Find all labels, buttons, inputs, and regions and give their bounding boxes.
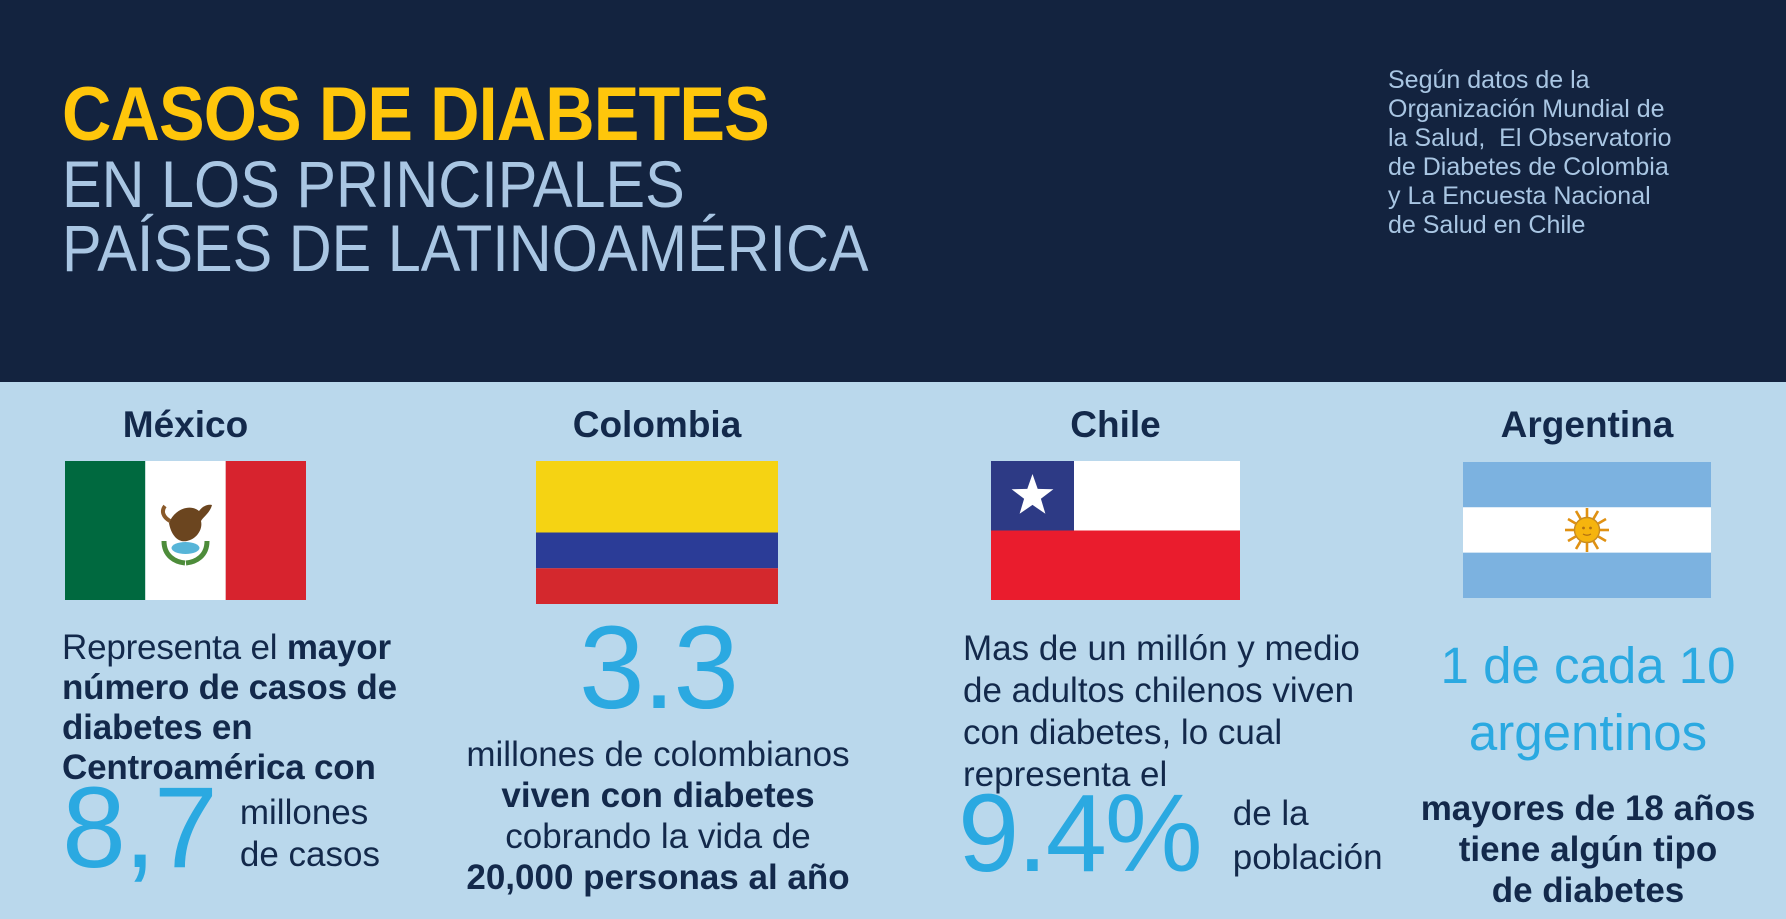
chile-stat: 9.4% de la población [958, 772, 1383, 895]
chile-text-line: representa el [963, 755, 1168, 794]
mexico-text-bold-line: número de casos de [62, 668, 397, 707]
argentina-stat-line: 1 de cada 10 [1440, 637, 1736, 694]
country-name-chile: Chile [1070, 404, 1161, 445]
argentina-text-line: mayores de 18 años [1420, 789, 1756, 828]
mexico-stat: 8,7 millones de casos [62, 764, 380, 892]
argentina-description: 1 de cada 10 argentinos mayores de 18 añ… [1420, 632, 1756, 911]
chile-stat-unit: de la población [1232, 794, 1383, 877]
source-line: la Salud, El Observatorio [1388, 124, 1672, 152]
mexico-flag [65, 461, 306, 600]
source-line: y La Encuesta Nacional [1388, 182, 1651, 210]
country-name-argentina: Argentina [1500, 404, 1674, 445]
country-name-colombia: Colombia [572, 404, 742, 445]
page-title: CASOS DE DIABETES EN LOS PRINCIPALES PAÍ… [62, 72, 958, 285]
title-line-2: EN LOS PRINCIPALES [62, 147, 685, 221]
header-band: CASOS DE DIABETES EN LOS PRINCIPALES PAÍ… [0, 0, 1786, 382]
colombia-description: 3.3 millones de colombianos viven con di… [440, 602, 876, 898]
mexico-text-bold-line: Centroamérica con [62, 748, 376, 787]
title-line-3: PAÍSES DE LATINOAMÉRICA [62, 211, 869, 285]
colombia-flag [536, 461, 778, 604]
mexico-description: Representa el mayor número de casos de d… [62, 628, 422, 788]
mexico-coat-of-arms-icon [160, 504, 212, 566]
chile-star-icon [1011, 474, 1054, 514]
sun-of-may-icon [1565, 508, 1609, 552]
mexico-text-regular: Representa el [62, 628, 287, 667]
colombia-text-bold-line: viven con diabetes [501, 776, 815, 815]
source-line: de Diabetes de Colombia [1388, 153, 1669, 181]
mexico-stat-unit: millones de casos [239, 793, 380, 874]
mexico-stat-value: 8,7 [62, 764, 218, 892]
title-line-1: CASOS DE DIABETES [62, 72, 770, 157]
colombia-text-bold-line: 20,000 personas al año [466, 858, 850, 897]
mexico-text-bold-line: diabetes en [62, 708, 253, 747]
argentina-text-line: de diabetes [1491, 871, 1685, 910]
argentina-flag [1463, 462, 1711, 598]
chile-text-line: de adultos chilenos viven [963, 671, 1355, 710]
country-name-mexico: México [122, 404, 249, 445]
mexico-text-bold: mayor [286, 628, 391, 667]
colombia-text-line: cobrando la vida de [505, 817, 811, 856]
chile-text-line: Mas de un millón y medio [963, 629, 1360, 668]
data-source-note: Según datos de la Organización Mundial d… [1388, 66, 1671, 240]
source-line: Organización Mundial de [1388, 95, 1665, 123]
chile-stat-value: 9.4% [958, 772, 1203, 895]
chile-text-line: con diabetes, lo cual [963, 713, 1283, 752]
source-line: Según datos de la [1388, 66, 1590, 94]
colombia-stat-value: 3.3 [578, 602, 739, 734]
argentina-stat-line: argentinos [1468, 704, 1708, 761]
argentina-text-line: tiene algún tipo [1458, 830, 1718, 869]
chile-flag [991, 461, 1240, 600]
colombia-text-line: millones de colombianos [466, 735, 850, 774]
chile-description: Mas de un millón y medio de adultos chil… [963, 628, 1403, 796]
source-line: de Salud en Chile [1388, 211, 1586, 239]
